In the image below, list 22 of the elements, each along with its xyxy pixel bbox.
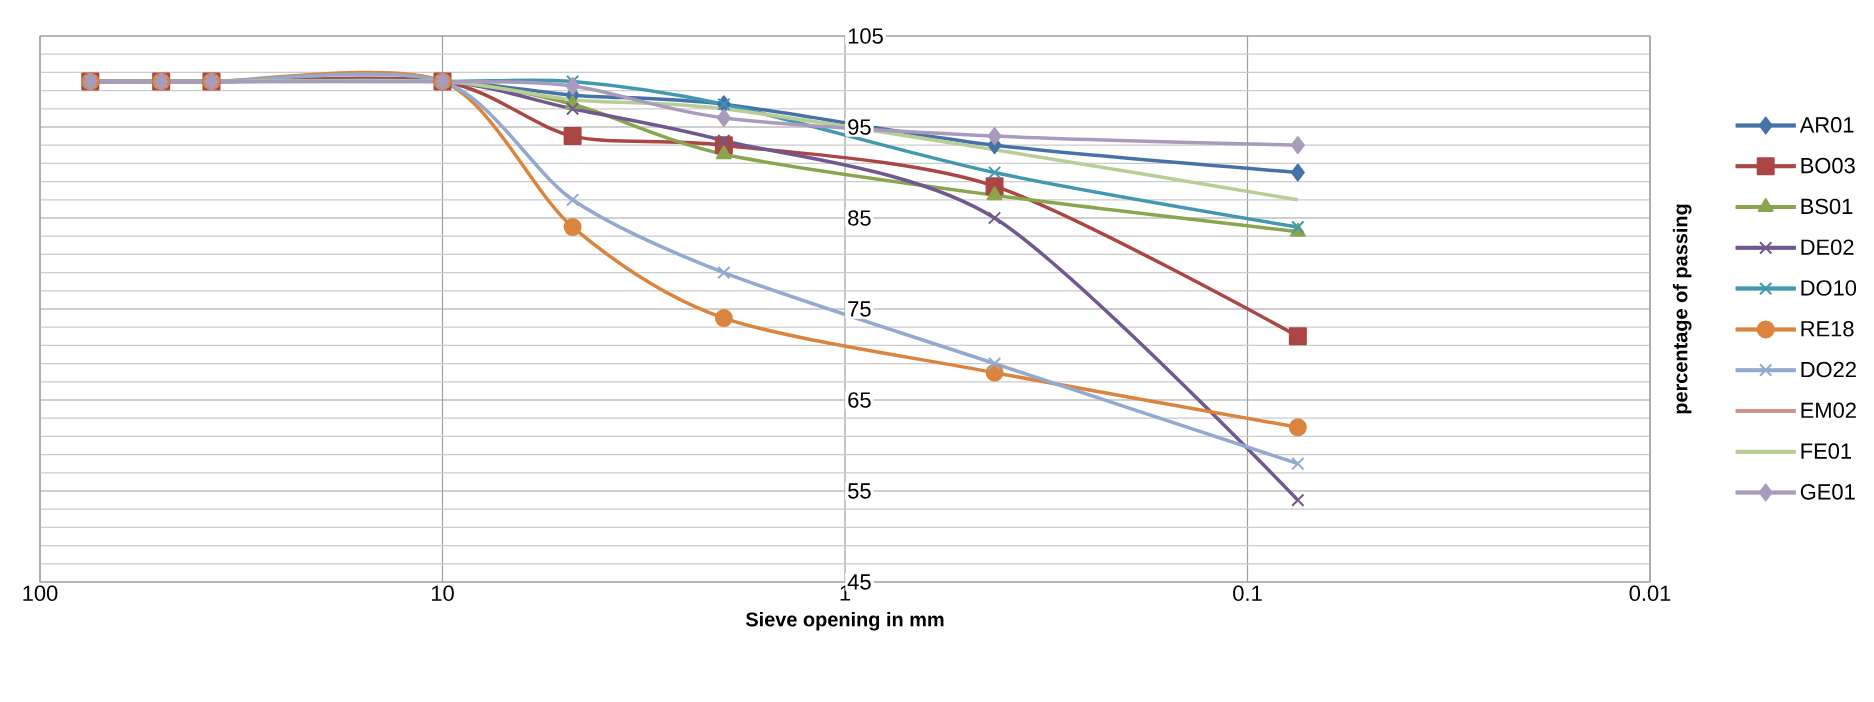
y-tick-label: 65 <box>848 392 871 408</box>
legend-label: BO03 <box>1801 157 1855 174</box>
legend-label: AR01 <box>1799 117 1854 133</box>
legend-label: RE18 <box>1801 320 1854 337</box>
x-tick-label: 100 <box>23 585 58 602</box>
x-tick-label: 10 <box>431 585 454 602</box>
x-axis-title: Sieve opening in mm <box>745 611 944 631</box>
legend-label: FE01 <box>1801 443 1852 459</box>
y-tick-label: 75 <box>848 301 871 317</box>
y-tick-label: 85 <box>848 210 871 226</box>
legend-label: GE01 <box>1800 484 1855 500</box>
y-tick-label: 55 <box>848 483 871 499</box>
legend-label: DO10 <box>1801 280 1857 296</box>
x-tick-label: 0.1 <box>1233 585 1262 602</box>
legend-label: EM02 <box>1801 402 1856 419</box>
legend-label: BS01 <box>1801 198 1853 215</box>
legend-label: DE02 <box>1801 239 1854 255</box>
x-tick-label: 0.01 <box>1629 585 1671 602</box>
legend-label: DO22 <box>1801 361 1856 378</box>
y-tick-label: 105 <box>848 28 883 44</box>
y-axis-title: percentage of passing <box>1672 204 1692 414</box>
y-tick-label: 95 <box>848 119 871 135</box>
